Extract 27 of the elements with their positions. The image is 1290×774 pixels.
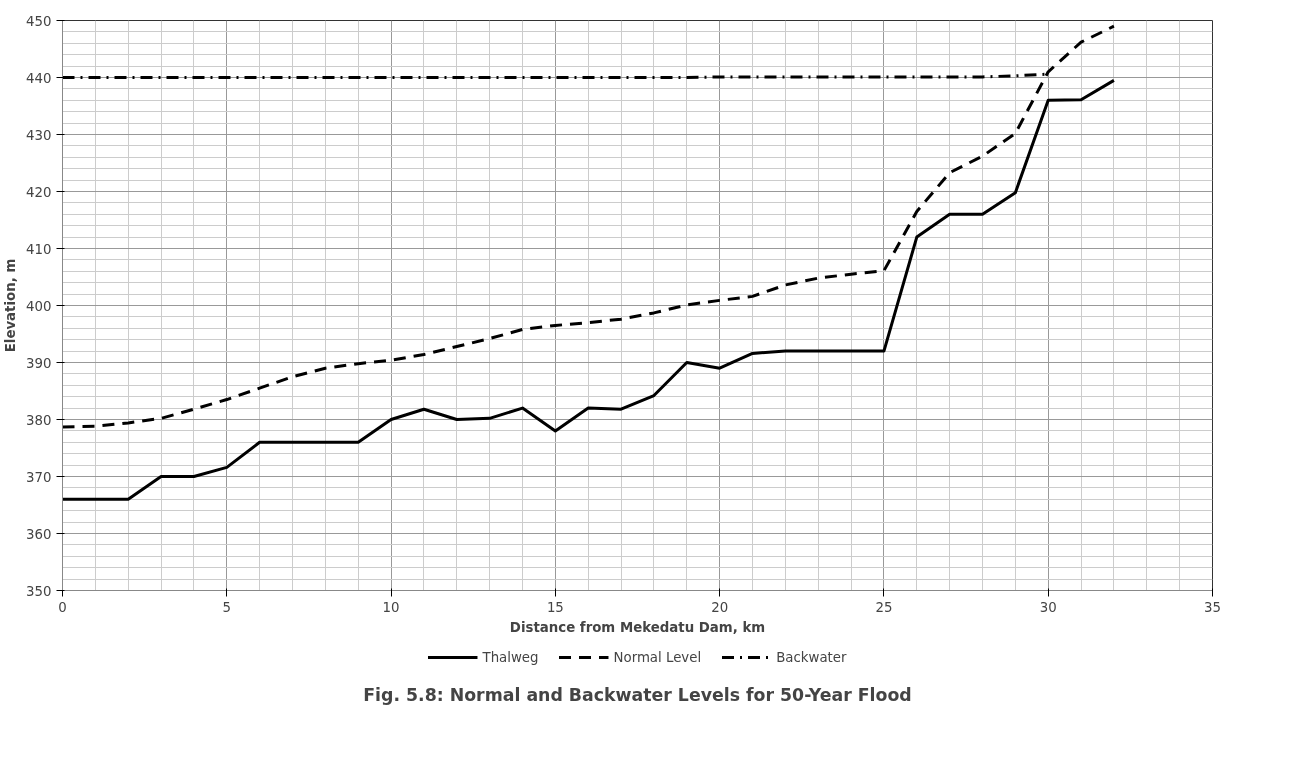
- y-tick-label: 390: [26, 355, 52, 371]
- legend-label: Thalweg: [482, 649, 539, 665]
- y-tick-label: 450: [26, 13, 52, 29]
- x-tick-label: 15: [546, 599, 564, 615]
- line-series: [62, 78, 1116, 501]
- y-tick-label: 360: [26, 526, 52, 542]
- x-tick-label: 10: [382, 599, 400, 615]
- y-tick-label: 440: [26, 70, 52, 86]
- legend-label: Backwater: [776, 649, 847, 665]
- x-tick-label: 0: [58, 599, 67, 615]
- y-axis-title: Elevation, m: [3, 258, 19, 353]
- y-tick-label: 350: [26, 583, 52, 599]
- legend-label: Normal Level: [613, 649, 702, 665]
- x-tick-label: 30: [1039, 599, 1057, 615]
- x-tick-label: 5: [222, 599, 232, 615]
- x-axis-title: Distance from Mekedatu Dam, km: [509, 619, 766, 635]
- y-tick-label: 370: [26, 469, 52, 485]
- x-tick-label: 20: [711, 599, 729, 615]
- y-tick-label: 380: [26, 412, 52, 428]
- x-tick-label: 35: [1204, 599, 1221, 615]
- x-tick-label: 25: [875, 599, 893, 615]
- y-tick-label: 400: [26, 298, 52, 314]
- y-tick-label: 430: [26, 127, 52, 143]
- y-tick-label: 410: [26, 241, 52, 257]
- line-series: [62, 24, 1116, 429]
- y-tick-label: 420: [26, 184, 52, 200]
- text: Fig. 5.8: Normal and Backwater Levels for 50-Year Flood: [363, 684, 912, 705]
